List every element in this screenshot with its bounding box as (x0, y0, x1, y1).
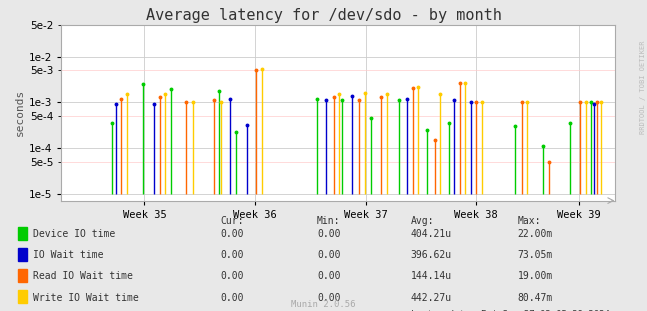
Text: 0.00: 0.00 (220, 229, 243, 239)
Text: 0.00: 0.00 (317, 272, 340, 281)
Text: Average latency for /dev/sdo - by month: Average latency for /dev/sdo - by month (146, 8, 501, 23)
Text: 22.00m: 22.00m (518, 229, 553, 239)
Text: RRDTOOL / TOBI OETIKER: RRDTOOL / TOBI OETIKER (640, 40, 646, 134)
Text: 0.00: 0.00 (317, 229, 340, 239)
Text: Cur:: Cur: (220, 216, 243, 226)
Text: 144.14u: 144.14u (411, 272, 452, 281)
Text: 80.47m: 80.47m (518, 293, 553, 303)
Text: 0.00: 0.00 (220, 250, 243, 260)
Text: 396.62u: 396.62u (411, 250, 452, 260)
Y-axis label: seconds: seconds (15, 89, 25, 136)
Text: Munin 2.0.56: Munin 2.0.56 (291, 300, 356, 309)
Text: 404.21u: 404.21u (411, 229, 452, 239)
Text: Max:: Max: (518, 216, 541, 226)
Text: Avg:: Avg: (411, 216, 434, 226)
Text: 0.00: 0.00 (317, 293, 340, 303)
Text: Device IO time: Device IO time (33, 229, 115, 239)
Text: 442.27u: 442.27u (411, 293, 452, 303)
Text: 0.00: 0.00 (220, 272, 243, 281)
Text: 0.00: 0.00 (317, 250, 340, 260)
Text: Min:: Min: (317, 216, 340, 226)
Text: IO Wait time: IO Wait time (33, 250, 104, 260)
Text: 19.00m: 19.00m (518, 272, 553, 281)
Text: 73.05m: 73.05m (518, 250, 553, 260)
Text: Read IO Wait time: Read IO Wait time (33, 272, 133, 281)
Text: Write IO Wait time: Write IO Wait time (33, 293, 138, 303)
Text: 0.00: 0.00 (220, 293, 243, 303)
Text: Last update: Fri Sep 27 02:05:29 2024: Last update: Fri Sep 27 02:05:29 2024 (411, 310, 609, 311)
